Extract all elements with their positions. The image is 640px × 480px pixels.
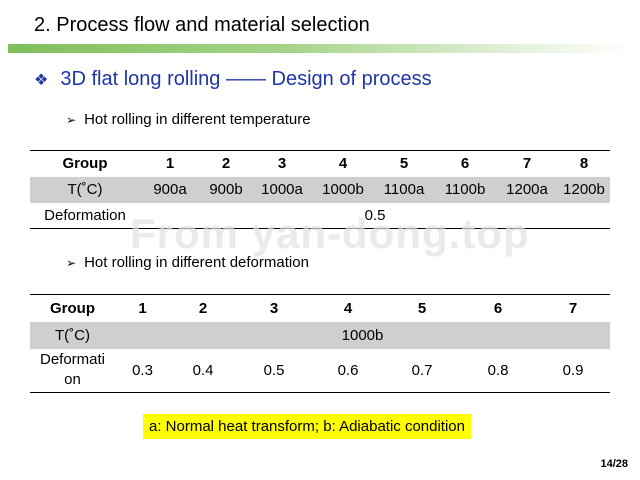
header-cell: Group <box>62 155 108 173</box>
table-cell: 1000b <box>312 176 374 203</box>
table-cell: 1100a <box>374 176 434 203</box>
table-cell: 0.9 <box>562 361 584 379</box>
header-cell: 2 <box>198 299 208 317</box>
header-cell: 3 <box>269 299 279 317</box>
table-cell: 0.8 <box>487 361 509 379</box>
legend-note: a: Normal heat transform; b: Adiabatic c… <box>143 414 471 439</box>
header-cell: 1 <box>138 299 147 317</box>
header-cell: 7 <box>522 155 532 173</box>
table-cell: 0.3 <box>132 361 153 379</box>
diamond-bullet-icon: ❖ <box>34 71 49 89</box>
table-header-row: Group 1 2 3 4 5 6 7 <box>30 295 610 322</box>
page-number: 14/28 <box>600 458 628 470</box>
table-cell: 900b <box>200 176 252 203</box>
header-cell: 2 <box>221 155 231 173</box>
table-cell: 900a <box>140 176 200 203</box>
section1-bullet: ➢ Hot rolling in different temperature <box>66 111 311 128</box>
table-cell: 0.5 <box>364 206 386 224</box>
header-cell: 1 <box>165 155 175 173</box>
header-cell: 3 <box>277 155 287 173</box>
header-cell: 5 <box>399 155 409 173</box>
row-label: T(˚C) <box>30 321 115 349</box>
header-cell: 4 <box>338 155 348 173</box>
table-row: T(˚C) 900a 900b 1000a 1000b 1100a 1100b … <box>30 176 610 203</box>
title-underline-bar <box>8 44 634 53</box>
header-cell: 6 <box>460 155 470 173</box>
row-label: T(˚C) <box>30 176 140 203</box>
arrow-bullet-icon: ➢ <box>66 112 77 127</box>
subheading: ❖ 3D flat long rolling —— Design of proc… <box>34 68 432 91</box>
table-row: T(˚C) 1000b <box>30 321 610 349</box>
subheading-text: 3D flat long rolling —— Design of proces… <box>60 68 432 90</box>
slide-title: 2. Process flow and material selection <box>34 14 370 36</box>
header-cell: 7 <box>568 299 578 317</box>
watermark: From yan-dong.top <box>130 210 530 257</box>
table-cell: 0.7 <box>411 361 433 379</box>
section2-bullet: ➢ Hot rolling in different deformation <box>66 254 309 271</box>
row-label: Deformation <box>44 206 126 224</box>
header-cell: 5 <box>417 299 427 317</box>
deformation-table: Group 1 2 3 4 5 6 7 T(˚C) 1000b Deformat… <box>30 294 610 393</box>
header-cell: 6 <box>493 299 503 317</box>
arrow-bullet-icon: ➢ <box>66 255 77 270</box>
section1-bullet-text: Hot rolling in different temperature <box>84 111 311 128</box>
table-cell: 1000b <box>115 321 610 349</box>
table-header-row: Group 1 2 3 4 5 6 7 8 <box>30 151 610 177</box>
table-row: Deformation 0.5 <box>30 203 610 229</box>
table-cell: 1200a <box>496 176 558 203</box>
table-cell: 1100b <box>434 176 496 203</box>
temperature-table: Group 1 2 3 4 5 6 7 8 T(˚C) 900a 900b 10… <box>30 150 610 229</box>
table-cell: 1000a <box>252 176 312 203</box>
table-cell: 0.6 <box>337 361 359 379</box>
row-label: Deformati on <box>39 351 106 389</box>
header-cell: 8 <box>579 155 589 173</box>
table-cell: 0.4 <box>192 361 214 379</box>
table-row: Deformati on 0.3 0.4 0.5 0.6 0.7 0.8 0.9 <box>30 349 610 393</box>
header-cell: 4 <box>343 299 353 317</box>
table-cell: 1200b <box>558 176 610 203</box>
header-cell: Group <box>50 299 95 317</box>
section2-bullet-text: Hot rolling in different deformation <box>84 254 309 271</box>
table-cell: 0.5 <box>263 361 285 379</box>
